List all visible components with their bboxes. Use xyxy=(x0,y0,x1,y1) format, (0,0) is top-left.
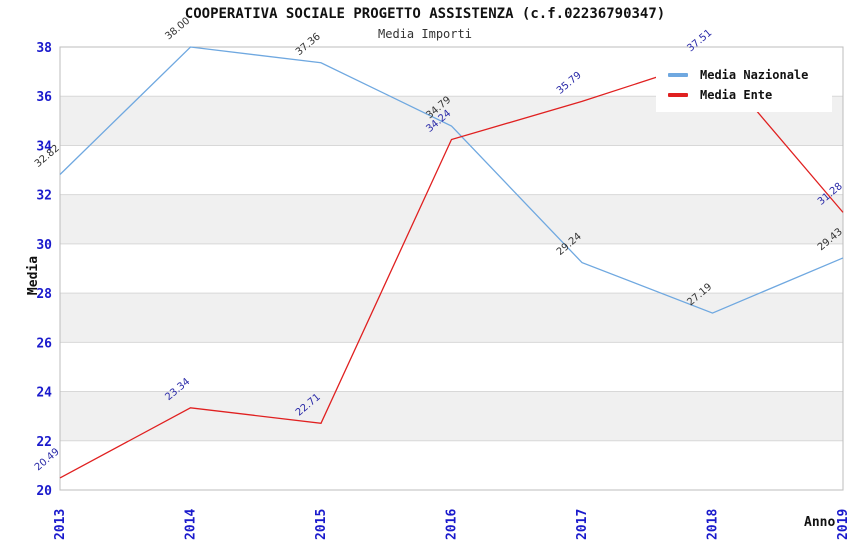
x-tick-label: 2014 xyxy=(184,509,199,540)
legend: Media Nazionale Media Ente xyxy=(656,58,832,112)
point-label-media-ente: 20.49 xyxy=(33,446,62,473)
chart-title: COOPERATIVA SOCIALE PROGETTO ASSISTENZA … xyxy=(184,6,666,22)
legend-item-media-ente: Media Ente xyxy=(668,85,822,105)
x-axis-title: Anno xyxy=(804,515,836,530)
background-band xyxy=(60,194,843,244)
chart-subtitle: Media Importi xyxy=(378,27,472,41)
legend-swatch-blue-line-icon xyxy=(668,73,688,77)
background-band xyxy=(60,293,843,343)
y-tick-label: 38 xyxy=(36,41,52,56)
x-tick-label: 2016 xyxy=(445,509,460,540)
y-tick-label: 22 xyxy=(36,435,52,450)
x-tick-label: 2017 xyxy=(575,509,590,540)
y-tick-label: 30 xyxy=(36,238,52,253)
y-tick-label: 32 xyxy=(36,189,52,204)
x-tick-label: 2015 xyxy=(314,509,329,540)
point-label-media-ente: 35.79 xyxy=(555,70,584,97)
x-tick-label: 2018 xyxy=(706,509,721,540)
legend-item-media-nazionale: Media Nazionale xyxy=(668,65,822,85)
legend-label: Media Nazionale xyxy=(700,68,809,82)
x-tick-label: 2019 xyxy=(836,509,850,540)
y-tick-label: 36 xyxy=(36,90,52,105)
y-tick-label: 34 xyxy=(36,139,52,154)
legend-swatch-red-line-icon xyxy=(668,93,688,97)
plot-border xyxy=(59,46,844,491)
y-tick-label: 26 xyxy=(36,336,52,351)
y-tick-label: 20 xyxy=(36,484,52,499)
y-tick-label: 28 xyxy=(36,287,52,302)
x-tick-label: 2013 xyxy=(53,509,68,540)
y-tick-label: 24 xyxy=(36,386,52,401)
legend-label: Media Ente xyxy=(700,88,773,102)
line-media-nazionale xyxy=(59,46,844,314)
y-axis-title: Media xyxy=(26,255,42,296)
background-band xyxy=(60,391,843,441)
